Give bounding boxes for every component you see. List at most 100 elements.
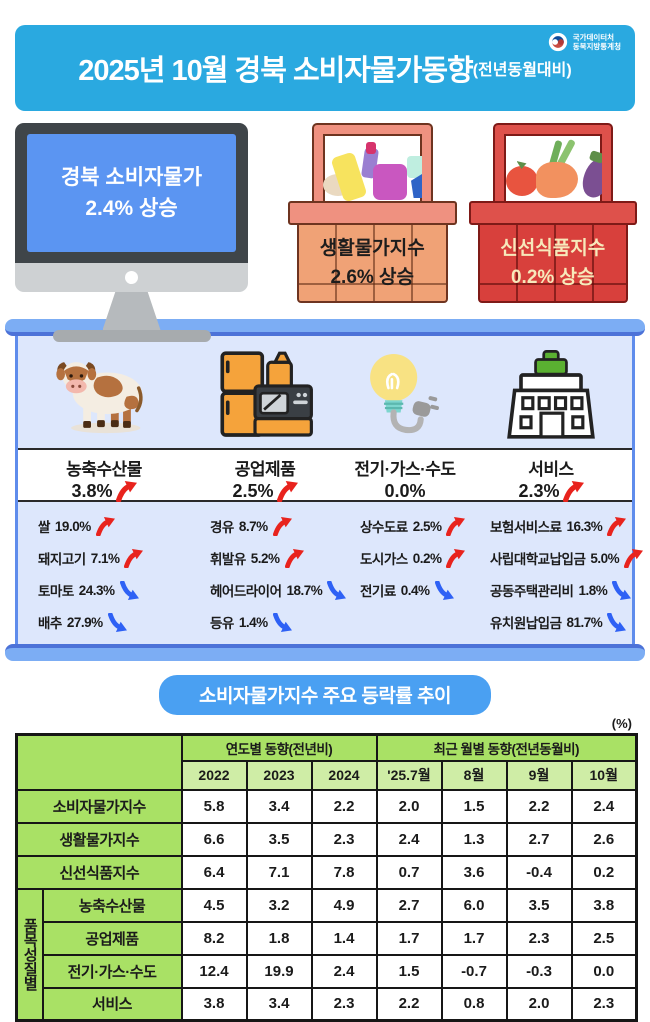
row-label: 소비자물가지수 <box>15 788 183 824</box>
cell: 2.4 <box>310 953 378 989</box>
down-arrow-icon <box>612 581 631 600</box>
category-agri: 농축수산물 3.8% <box>18 455 190 502</box>
category-value: 0.0% <box>384 481 426 501</box>
report-header: 2025년 10월 경북 소비자물가동향 (전년동월대비) 국가데이터처 동북지방… <box>15 25 635 111</box>
monitor-chin <box>15 263 248 292</box>
up-arrow-icon <box>277 481 298 502</box>
list-item: 상수도료 2.5% <box>360 510 490 542</box>
list-item: 쌀 19.0% <box>38 510 210 542</box>
table-row: 생활물가지수 6.6 3.5 2.3 2.4 1.3 2.7 2.6 <box>15 821 638 857</box>
row-label: 전기·가스·수도 <box>41 953 183 989</box>
cell: 6.6 <box>180 821 248 857</box>
cell: 4.5 <box>180 887 248 923</box>
list-item: 전기료 0.4% <box>360 574 490 606</box>
item-label: 토마토 <box>38 584 74 599</box>
row-label: 신선식품지수 <box>15 854 183 890</box>
item-label: 도시가스 <box>360 552 408 567</box>
cell: 0.0 <box>570 953 638 989</box>
cell: -0.7 <box>440 953 508 989</box>
cell: 2.4 <box>375 821 443 857</box>
details-services: 보험서비스료 16.3% 사립대학교납입금 5.0% 공동주택관리비 1.8% 유치원… <box>490 510 650 638</box>
col-header: 9월 <box>505 759 573 791</box>
cell: 3.5 <box>505 887 573 923</box>
item-label: 상수도료 <box>360 520 408 535</box>
cell: 1.5 <box>440 788 508 824</box>
col-header: 10월 <box>570 759 638 791</box>
agency-name: 국가데이터처 동북지방통계청 <box>573 33 621 52</box>
category-utilities: 전기·가스·수도 0.0% <box>340 455 470 502</box>
table-row: 신선식품지수 6.4 7.1 7.8 0.7 3.6 -0.4 0.2 <box>15 854 638 890</box>
up-arrow-icon <box>124 549 143 568</box>
basket-label: 생활물가지수 2.6% 상승 <box>297 223 448 303</box>
group-header-yearly: 연도별 동향(전년비) <box>180 733 378 762</box>
monitor-graphic: 경북 소비자물가 2.4% 상승 <box>15 123 248 342</box>
cpi-headline-line1: 경북 소비자물가 <box>60 165 203 189</box>
category-services: 서비스 2.3% <box>470 455 632 502</box>
category-name: 공업제품 <box>234 460 296 479</box>
table-corner-cell <box>15 733 183 791</box>
up-arrow-icon <box>116 481 137 502</box>
cell: 7.8 <box>310 854 378 890</box>
cell: 2.7 <box>375 887 443 923</box>
cell: 2.6 <box>570 821 638 857</box>
cell: 0.8 <box>440 986 508 1022</box>
cell: 2.2 <box>505 788 573 824</box>
row-label: 농축수산물 <box>41 887 183 923</box>
group-header-monthly: 최근 월별 동향(전년동월비) <box>375 733 638 762</box>
cell: 19.9 <box>245 953 313 989</box>
cell: 2.7 <box>505 821 573 857</box>
category-details: 쌀 19.0% 돼지고기 7.1% 토마토 24.3% 배추 27.9% 경유 8.7% … <box>18 502 632 644</box>
category-name: 서비스 <box>528 460 574 479</box>
details-agri: 쌀 19.0% 돼지고기 7.1% 토마토 24.3% 배추 27.9% <box>38 510 210 638</box>
item-label: 유치원납입금 <box>490 616 562 631</box>
table-row: 전기·가스·수도 12.4 19.9 2.4 1.5 -0.7 -0.3 0.0 <box>17 953 638 989</box>
basket-rim <box>468 201 637 225</box>
table-row: 품목성질별 농축수산물 4.5 3.2 4.9 2.7 6.0 3.5 3.8 <box>15 887 638 1022</box>
item-value: 18.7% <box>286 582 323 598</box>
cell: 2.3 <box>505 920 573 956</box>
page-title-suffix: (전년동월대비) <box>472 62 572 79</box>
details-utilities: 상수도료 2.5% 도시가스 0.2% 전기료 0.4% <box>360 510 490 638</box>
cell: 3.8 <box>570 887 638 923</box>
item-value: 5.0% <box>590 550 620 566</box>
cpi-headline-line2: 2.4% 상승 <box>85 197 178 220</box>
cell: 3.6 <box>440 854 508 890</box>
cell: 6.4 <box>180 854 248 890</box>
cell: 8.2 <box>180 920 248 956</box>
list-item: 헤어드라이어 18.7% <box>210 574 360 606</box>
table-row: 소비자물가지수 5.8 3.4 2.2 2.0 1.5 2.2 2.4 <box>15 788 638 824</box>
cell: 2.2 <box>375 986 443 1022</box>
down-arrow-icon <box>273 613 292 632</box>
monitor-bezel: 경북 소비자물가 2.4% 상승 <box>15 123 248 263</box>
cell: 2.3 <box>310 821 378 857</box>
category-board: 농축수산물 3.8% 공업제품 2.5% 전기·가스·수도 0.0% 서비스 2… <box>0 319 650 661</box>
cell: -0.4 <box>505 854 573 890</box>
fresh-index-line2: 0.2% 상승 <box>510 267 595 288</box>
item-label: 배추 <box>38 616 62 631</box>
cell: 3.8 <box>180 986 248 1022</box>
up-arrow-icon <box>624 549 643 568</box>
down-arrow-icon <box>435 581 454 600</box>
fresh-index-line1: 신선식품지수 <box>500 237 606 259</box>
category-name: 농축수산물 <box>66 460 142 479</box>
summary-graphics: 경북 소비자물가 2.4% 상승 생활물가지수 2.6% 상승 <box>0 111 650 342</box>
basket-rim <box>288 201 457 225</box>
living-index-line1: 생활물가지수 <box>319 237 425 259</box>
government-emblem-icon <box>548 32 567 52</box>
cell: 2.5 <box>570 920 638 956</box>
item-value: 1.4% <box>238 614 268 630</box>
lightbulb-plug-icon <box>370 353 439 434</box>
item-value: 8.7% <box>238 518 268 534</box>
table-row: 공업제품 8.2 1.8 1.4 1.7 1.7 2.3 2.5 <box>17 920 638 956</box>
cell: 2.4 <box>570 788 638 824</box>
up-arrow-icon <box>446 549 465 568</box>
cell: 2.0 <box>505 986 573 1022</box>
living-index-line2: 2.6% 상승 <box>330 267 415 288</box>
agency-logo: 국가데이터처 동북지방통계청 <box>548 32 621 52</box>
row-label: 서비스 <box>41 986 183 1022</box>
col-header: 2024 <box>310 759 378 791</box>
category-industrial: 공업제품 2.5% <box>190 455 340 502</box>
col-header: 2023 <box>245 759 313 791</box>
up-arrow-icon <box>273 517 292 536</box>
cell: 5.8 <box>180 788 248 824</box>
